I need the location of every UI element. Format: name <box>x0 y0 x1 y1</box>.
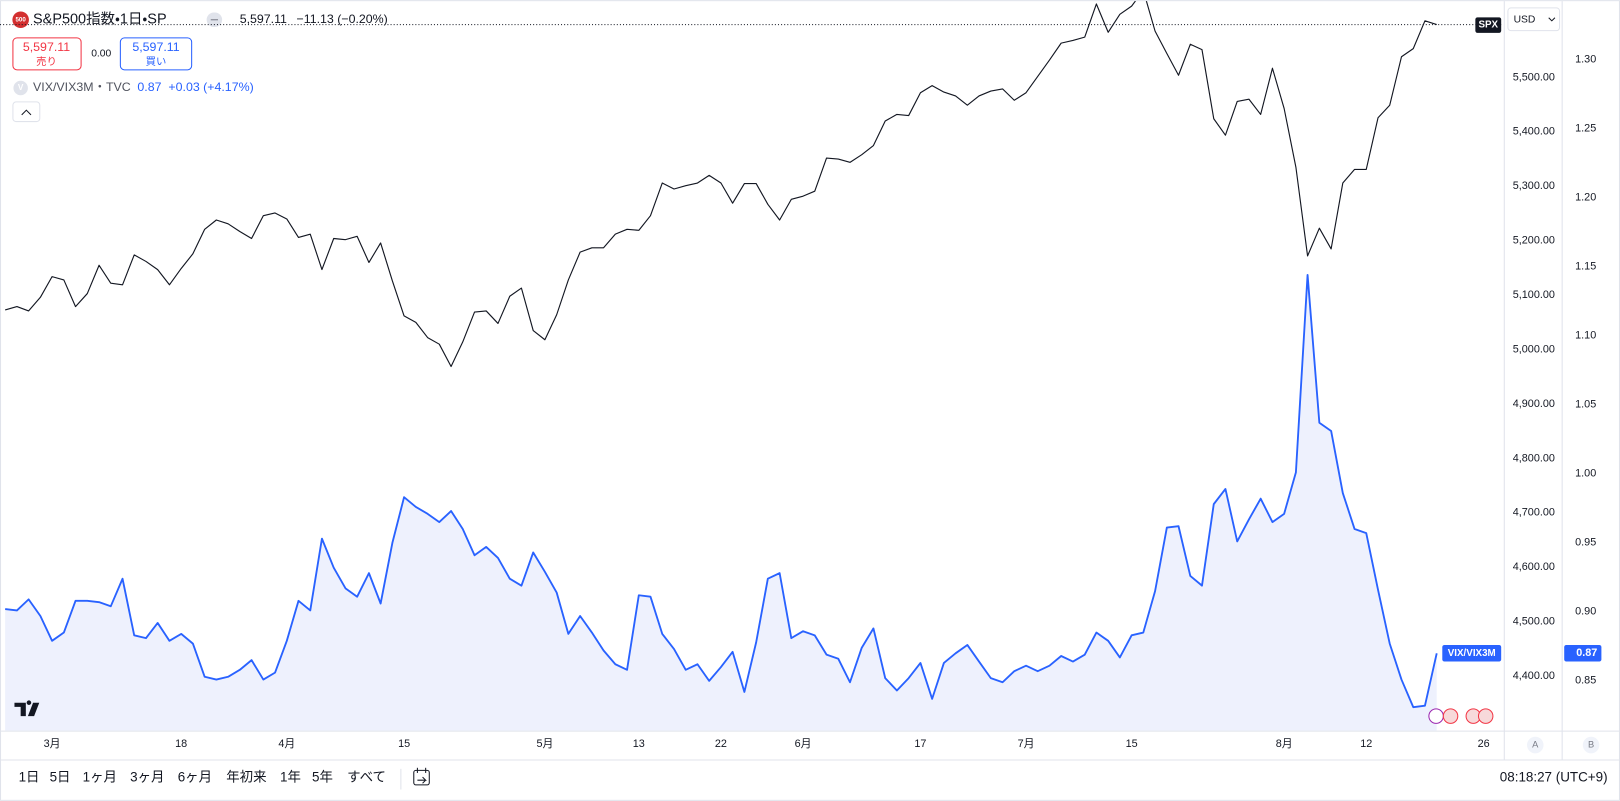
y-tick-label: 5,500.00 <box>1513 71 1555 83</box>
y-tick-label: 5,300.00 <box>1513 180 1555 192</box>
auto-scale-label: A <box>1532 740 1539 750</box>
y2-tick-label: 1.05 <box>1575 399 1596 411</box>
range-button[interactable]: 6ヶ月 <box>178 770 212 785</box>
y-tick-label: 4,900.00 <box>1513 398 1555 410</box>
dropdown-caret <box>1548 17 1556 22</box>
y2-tick-label: 1.25 <box>1575 122 1596 134</box>
range-bar: 1日 5日 1ヶ月 3ヶ月 6ヶ月 年初来 1年 5年 すべて <box>19 770 386 785</box>
y-tick-label: 4,500.00 <box>1513 616 1555 628</box>
last-value-box <box>1564 645 1602 662</box>
y2-tick-label: 1.15 <box>1575 261 1596 273</box>
range-button[interactable]: 年初来 <box>226 770 266 785</box>
scale-b-button[interactable] <box>1582 736 1600 754</box>
buy-label: 買い <box>146 56 167 68</box>
x-tick-label: 15 <box>1126 738 1138 750</box>
range-button[interactable]: 1ヶ月 <box>83 770 117 785</box>
chevron-icon <box>21 109 32 116</box>
y-tick-label: 4,800.00 <box>1513 452 1555 464</box>
clock: 08:18:27 (UTC+9) <box>1500 770 1608 785</box>
symbol-icon <box>12 11 29 29</box>
x-tick-label: 3月 <box>44 738 61 750</box>
price-change: −11.13 (−0.20%) <box>297 12 388 26</box>
currency-dropdown[interactable] <box>1507 7 1561 32</box>
y-tick-label: 5,000.00 <box>1513 343 1555 355</box>
x-tick-label: 17 <box>914 738 926 750</box>
range-button[interactable]: すべて <box>347 770 386 785</box>
calendar-arrow <box>417 776 427 784</box>
buy-button[interactable] <box>119 37 193 71</box>
x-tick-label: 12 <box>1360 738 1372 750</box>
y-tick-label: 4,600.00 <box>1513 561 1555 573</box>
sell-label: 売り <box>36 55 57 68</box>
x-tick-label: 26 <box>1478 738 1490 750</box>
calendar-frame <box>413 769 430 786</box>
range-button[interactable]: 5日 <box>50 770 71 785</box>
calendar-icon[interactable] <box>413 767 430 786</box>
x-tick-label: 18 <box>175 738 187 750</box>
currency: USD <box>1514 15 1536 26</box>
x-tick-label: 13 <box>633 738 645 750</box>
y2-tick-label: 1.10 <box>1575 330 1596 342</box>
x-tick-label: 15 <box>398 738 410 750</box>
y2-tick-label: 1.30 <box>1575 53 1596 65</box>
range-button[interactable]: 1日 <box>19 770 40 785</box>
symbol-icon-text: 500 <box>15 16 26 23</box>
buy-price: 5,597.11 <box>132 40 179 54</box>
y2-tick-label: 0.85 <box>1575 675 1596 687</box>
auto-scale-button[interactable] <box>1527 736 1544 754</box>
y2-tick-label: 0.95 <box>1575 537 1596 549</box>
tv-logo-dot <box>26 700 32 705</box>
overlay-value: 0.87 <box>137 80 161 94</box>
range-button[interactable]: 5年 <box>312 770 333 785</box>
y-tick-label: 4,700.00 <box>1513 507 1555 519</box>
symbol-title[interactable]: S&P500指数・1日・SP <box>33 11 167 28</box>
sell-price: 5,597.11 <box>23 40 70 54</box>
x-tick-label: 5月 <box>536 738 553 750</box>
y-tick-label: 5,400.00 <box>1513 126 1555 138</box>
y2-tick-label: 0.90 <box>1575 606 1596 618</box>
overlay-change: +0.03 (+4.17%) <box>168 80 253 94</box>
event-icon[interactable] <box>1477 708 1494 724</box>
scale-b-label: B <box>1588 740 1594 750</box>
sell-button[interactable] <box>12 37 82 71</box>
overlay-icon <box>13 80 28 96</box>
last-price: 5,597.11 <box>240 12 287 26</box>
legend-toggle[interactable] <box>12 101 41 123</box>
y-tick-label: 5,100.00 <box>1513 289 1555 301</box>
x-tick-label: 4月 <box>278 738 295 750</box>
event-icon[interactable] <box>1442 708 1459 724</box>
y-tick-label: 4,400.00 <box>1513 670 1555 682</box>
tv-logo <box>14 702 40 717</box>
series-name-box <box>1442 645 1502 662</box>
range-button[interactable]: 1年 <box>280 770 301 785</box>
series-area <box>5 274 1437 731</box>
x-tick-label: 22 <box>715 738 727 750</box>
overlay-icon-text: V <box>18 83 24 92</box>
series-name-label: VIX/VIX3M <box>1448 648 1496 659</box>
series-name-label: SPX <box>1478 20 1498 31</box>
y-tick-label: 5,200.00 <box>1513 235 1555 247</box>
plot-area <box>5 1 1438 731</box>
x-tick-label: 6月 <box>795 738 812 750</box>
last-value-label: 0.87 <box>1576 647 1597 659</box>
overlay-name[interactable]: VIX/VIX3M・TVC <box>33 80 131 94</box>
event-icon[interactable] <box>1428 708 1444 724</box>
y2-tick-label: 1.20 <box>1575 191 1596 203</box>
y2-tick-label: 1.00 <box>1575 468 1596 480</box>
series-line <box>5 274 1438 709</box>
x-tick-label: 7月 <box>1018 738 1035 750</box>
x-tick-label: 8月 <box>1276 738 1293 750</box>
range-button[interactable]: 3ヶ月 <box>130 770 164 785</box>
series-name-box <box>1475 17 1502 33</box>
spread: 0.00 <box>91 49 111 60</box>
series-line <box>5 1 1437 368</box>
